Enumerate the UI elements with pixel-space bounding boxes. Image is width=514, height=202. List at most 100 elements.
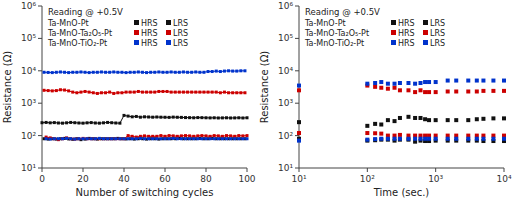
data-point [190,71,193,74]
data-point [237,137,240,140]
x-tick [504,168,505,172]
data-point [406,137,410,141]
data-point [77,137,80,140]
data-point [446,79,450,83]
legend-swatch [166,30,171,35]
data-point [157,90,160,93]
data-point [398,81,402,85]
data-point [419,88,423,92]
data-point [137,90,140,93]
data-point [139,137,142,140]
data-point [161,90,164,93]
y-tick-label: 10⁵ [278,33,293,43]
y-tick [38,70,42,71]
data-point [106,137,109,140]
data-point [180,137,183,140]
data-point [188,137,191,140]
data-point [427,90,431,94]
data-point [406,88,410,92]
data-point [419,116,423,120]
series [45,137,249,141]
data-point [127,134,130,137]
data-point [229,134,232,137]
series [297,131,506,138]
series-line [42,115,247,123]
data-point [180,116,183,119]
data-point [227,91,230,94]
data-point [155,116,158,119]
data-point [221,116,224,119]
data-point [151,116,154,119]
data-point [466,79,470,83]
data-point [174,91,177,94]
data-point [61,122,64,125]
data-point [51,89,54,92]
data-point [194,70,197,73]
data-point [196,116,199,119]
data-point [393,82,397,86]
data-point [112,92,115,95]
data-point [94,137,97,140]
x-axis-line [299,168,504,169]
series-line [44,90,245,94]
data-point [241,137,244,140]
x-tick [299,168,300,172]
data-point [192,137,195,140]
data-point [123,137,126,140]
data-point [491,79,495,83]
y-tick [38,168,42,169]
data-point [176,137,179,140]
data-point [178,71,181,74]
x-tick-label: 10¹ [291,174,306,184]
data-point [41,121,44,124]
x-tick-label: 100 [238,174,255,184]
data-point [386,87,390,91]
data-point [57,121,60,124]
data-point [82,137,85,140]
data-point [379,132,383,136]
legend-label: HRS [398,29,415,38]
y-tick [295,135,299,136]
x-tick [83,168,84,172]
figure: 02040608010010¹10²10³10⁴10⁵10⁶Number of … [0,0,514,202]
data-point [116,91,119,94]
y-tick [295,70,299,71]
data-point [466,137,470,141]
data-point [184,134,187,137]
data-point [481,117,485,121]
data-point [475,79,479,83]
data-point [166,90,169,93]
data-point [110,137,113,140]
x-tick-label: 60 [159,174,171,184]
data-point [223,91,226,94]
data-point [373,81,377,85]
y-tick-label: 10³ [278,98,293,108]
data-point [427,80,431,84]
data-point [491,89,495,93]
data-point [231,91,234,94]
data-point [49,138,52,141]
y-tick-label: 10⁶ [21,1,36,11]
y-axis-label: Resistance (Ω) [2,51,13,124]
series [43,137,247,141]
data-point [466,89,470,93]
data-point [104,91,107,94]
data-point [205,137,208,140]
data-point [47,71,50,74]
data-point [118,137,121,140]
data-point [217,116,220,119]
data-point [88,91,91,94]
data-point [135,137,138,140]
data-point [102,121,105,124]
data-point [243,91,246,94]
data-point [235,91,238,94]
data-point [481,137,485,141]
y-tick [295,38,299,39]
data-point [202,71,205,74]
legend-label: HRS [398,19,415,28]
x-tick [165,168,166,172]
data-point [67,71,70,74]
data-point [427,137,431,141]
data-point [131,137,134,140]
data-point [398,138,402,142]
